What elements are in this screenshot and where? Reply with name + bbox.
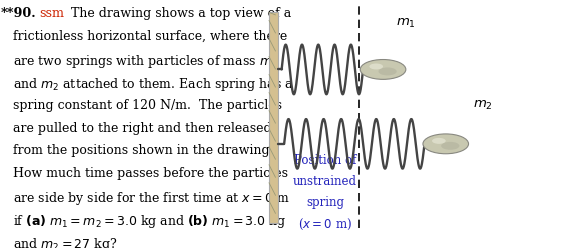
- Text: Position of: Position of: [294, 154, 356, 167]
- Text: **90.: **90.: [1, 7, 36, 20]
- Text: and $m_2 = 27$ kg?: and $m_2 = 27$ kg?: [13, 236, 117, 248]
- Text: frictionless horizontal surface, where there: frictionless horizontal surface, where t…: [13, 30, 287, 43]
- Text: ($x = 0$ m): ($x = 0$ m): [298, 217, 352, 232]
- Text: are pulled to the right and then released: are pulled to the right and then release…: [13, 122, 271, 134]
- Circle shape: [378, 67, 397, 75]
- Text: are two springs with particles of mass $m_1$: are two springs with particles of mass $…: [13, 53, 278, 70]
- Text: $m_2$: $m_2$: [473, 99, 493, 112]
- Circle shape: [369, 63, 383, 69]
- Text: $m_1$: $m_1$: [396, 17, 416, 31]
- Circle shape: [423, 134, 469, 154]
- Text: and $m_2$ attached to them. Each spring has a: and $m_2$ attached to them. Each spring …: [13, 76, 294, 93]
- Text: ssm: ssm: [39, 7, 64, 20]
- Text: The drawing shows a top view of a: The drawing shows a top view of a: [67, 7, 291, 20]
- Circle shape: [360, 60, 406, 79]
- Text: from the positions shown in the drawing.: from the positions shown in the drawing.: [13, 144, 273, 157]
- Text: How much time passes before the particles: How much time passes before the particle…: [13, 167, 287, 180]
- Bar: [269, 12, 278, 223]
- Text: if $\mathbf{(a)}$ $m_1 = m_2 = 3.0$ kg and $\mathbf{(b)}$ $m_1 = 3.0$ kg: if $\mathbf{(a)}$ $m_1 = m_2 = 3.0$ kg a…: [13, 213, 286, 230]
- Text: spring: spring: [306, 196, 344, 209]
- Text: unstrained: unstrained: [293, 175, 357, 188]
- Text: are side by side for the first time at $x = 0$ m: are side by side for the first time at $…: [13, 190, 289, 207]
- Text: spring constant of 120 N/m.  The particles: spring constant of 120 N/m. The particle…: [13, 99, 282, 112]
- Circle shape: [441, 142, 459, 150]
- Circle shape: [432, 138, 446, 144]
